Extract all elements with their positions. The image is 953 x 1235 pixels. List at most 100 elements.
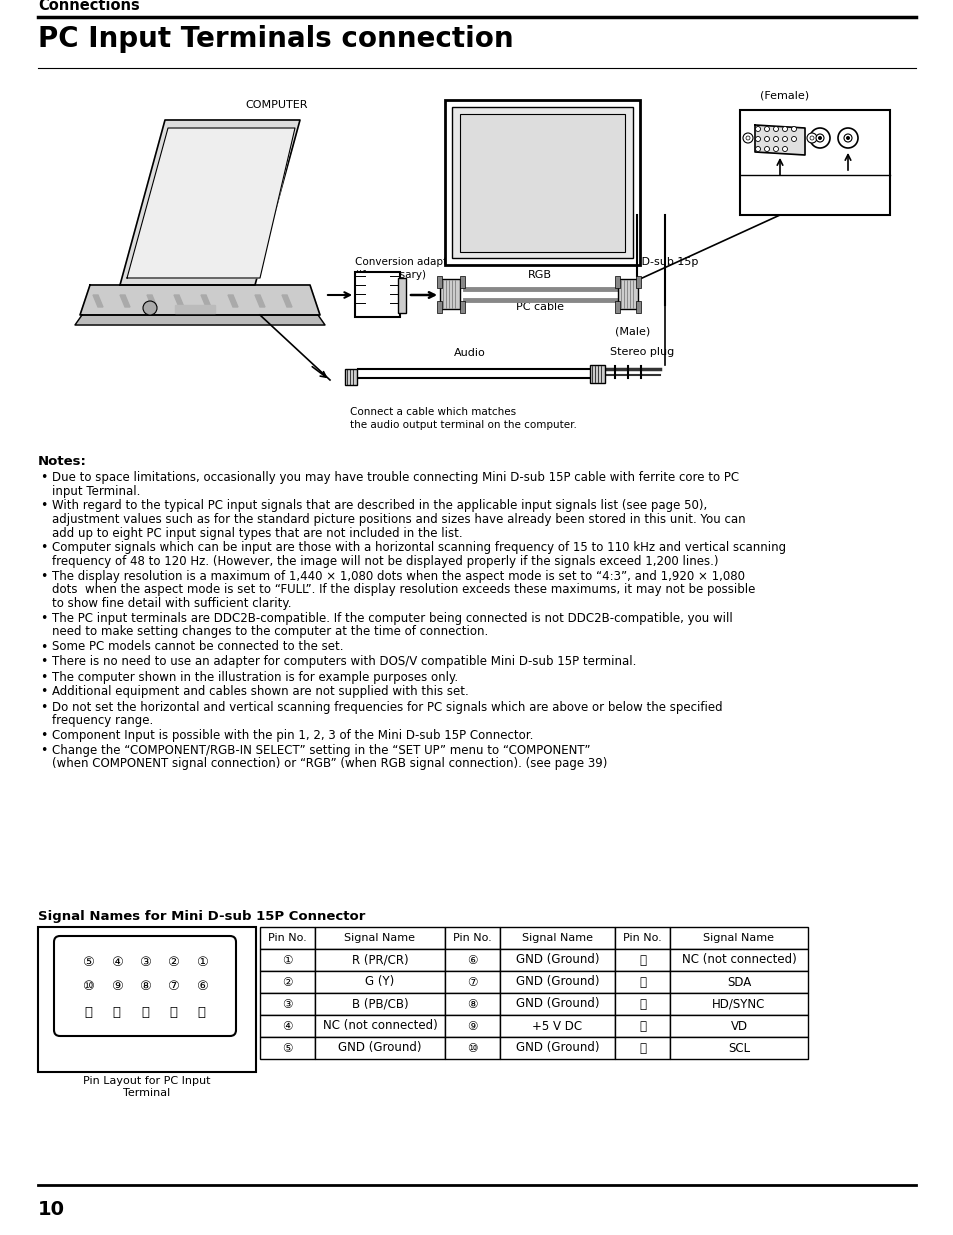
Text: 10: 10 bbox=[38, 1200, 65, 1219]
Text: dots  when the aspect mode is set to “FULL”. If the display resolution exceeds t: dots when the aspect mode is set to “FUL… bbox=[52, 583, 755, 597]
Circle shape bbox=[791, 137, 796, 142]
Bar bbox=[499, 927, 615, 948]
Polygon shape bbox=[120, 120, 299, 285]
Bar bbox=[314, 927, 444, 948]
Text: ③: ③ bbox=[139, 956, 151, 968]
Polygon shape bbox=[173, 295, 184, 308]
Polygon shape bbox=[147, 295, 157, 308]
Bar bbox=[260, 927, 314, 948]
Text: Stereo plug: Stereo plug bbox=[609, 347, 674, 357]
Text: ⑭: ⑭ bbox=[112, 1005, 120, 1019]
Bar bbox=[615, 275, 619, 288]
Text: Component Input is possible with the pin 1, 2, 3 of the Mini D-sub 15P Connector: Component Input is possible with the pin… bbox=[52, 729, 533, 742]
Text: +5 V DC: +5 V DC bbox=[532, 1020, 582, 1032]
Text: ⑪: ⑪ bbox=[197, 1005, 206, 1019]
Text: Pin No.: Pin No. bbox=[268, 932, 307, 944]
Bar bbox=[314, 1015, 444, 1037]
Text: Pin No.: Pin No. bbox=[622, 932, 661, 944]
Text: RGB: RGB bbox=[527, 270, 552, 280]
Bar bbox=[669, 948, 807, 971]
Text: ⑬: ⑬ bbox=[141, 1005, 149, 1019]
Text: PC Input Terminals connection: PC Input Terminals connection bbox=[38, 25, 513, 53]
Polygon shape bbox=[754, 125, 804, 156]
Text: (Male): (Male) bbox=[615, 327, 650, 337]
Circle shape bbox=[763, 147, 769, 152]
Text: ⑫: ⑫ bbox=[169, 1005, 177, 1019]
Text: (Female): (Female) bbox=[760, 90, 808, 100]
Bar bbox=[669, 971, 807, 993]
Text: •: • bbox=[40, 743, 48, 757]
Circle shape bbox=[837, 128, 857, 148]
Bar bbox=[589, 366, 604, 383]
Text: adjustment values such as for the standard picture positions and sizes have alre: adjustment values such as for the standa… bbox=[52, 513, 745, 526]
Text: •: • bbox=[40, 641, 48, 653]
Text: ⑩: ⑩ bbox=[467, 1041, 477, 1055]
Text: the audio output terminal on the computer.: the audio output terminal on the compute… bbox=[350, 420, 577, 430]
Bar bbox=[260, 971, 314, 993]
Text: Signal Names for Mini D-sub 15P Connector: Signal Names for Mini D-sub 15P Connecto… bbox=[38, 910, 365, 923]
Text: ⑤: ⑤ bbox=[282, 1041, 293, 1055]
Polygon shape bbox=[201, 295, 211, 308]
FancyBboxPatch shape bbox=[54, 936, 235, 1036]
Bar bbox=[444, 927, 499, 948]
Text: (when COMPONENT signal connection) or “RGB” (when RGB signal connection). (see p: (when COMPONENT signal connection) or “R… bbox=[52, 757, 607, 771]
Bar bbox=[260, 948, 314, 971]
Text: ③: ③ bbox=[282, 998, 293, 1010]
Text: ⑩: ⑩ bbox=[82, 981, 94, 993]
Text: Due to space limitations, occasionally you may have trouble connecting Mini D-su: Due to space limitations, occasionally y… bbox=[52, 471, 739, 484]
Text: The display resolution is a maximum of 1,440 × 1,080 dots when the aspect mode i: The display resolution is a maximum of 1… bbox=[52, 571, 744, 583]
Polygon shape bbox=[228, 295, 237, 308]
Text: ⑮: ⑮ bbox=[639, 1041, 645, 1055]
Text: With regard to the typical PC input signals that are described in the applicable: With regard to the typical PC input sign… bbox=[52, 499, 706, 513]
Bar bbox=[444, 1037, 499, 1058]
Text: NC (not connected): NC (not connected) bbox=[680, 953, 796, 967]
Text: ⑨: ⑨ bbox=[111, 981, 123, 993]
Circle shape bbox=[781, 137, 786, 142]
Text: AUDIO: AUDIO bbox=[835, 177, 860, 185]
Text: GND (Ground): GND (Ground) bbox=[516, 998, 598, 1010]
Circle shape bbox=[742, 133, 752, 143]
Text: •: • bbox=[40, 613, 48, 625]
Polygon shape bbox=[92, 295, 103, 308]
Circle shape bbox=[809, 136, 813, 140]
Bar bbox=[444, 993, 499, 1015]
Circle shape bbox=[773, 137, 778, 142]
Text: Pin Layout for PC Input
Terminal: Pin Layout for PC Input Terminal bbox=[83, 1076, 211, 1098]
Text: ⑧: ⑧ bbox=[139, 981, 151, 993]
Text: •: • bbox=[40, 729, 48, 742]
Circle shape bbox=[755, 126, 760, 131]
Text: ②: ② bbox=[167, 956, 179, 968]
Text: GND (Ground): GND (Ground) bbox=[516, 953, 598, 967]
Bar bbox=[618, 279, 638, 309]
Text: The computer shown in the illustration is for example purposes only.: The computer shown in the illustration i… bbox=[52, 671, 457, 683]
Text: ⑦: ⑦ bbox=[167, 981, 179, 993]
Text: Signal Name: Signal Name bbox=[702, 932, 774, 944]
Bar bbox=[260, 1015, 314, 1037]
Bar bbox=[314, 993, 444, 1015]
Text: ⑥: ⑥ bbox=[195, 981, 208, 993]
Text: Signal Name: Signal Name bbox=[344, 932, 416, 944]
Bar bbox=[38, 927, 255, 1072]
Text: input Terminal.: input Terminal. bbox=[52, 484, 140, 498]
Text: GND (Ground): GND (Ground) bbox=[338, 1041, 421, 1055]
Bar bbox=[499, 971, 615, 993]
Text: •: • bbox=[40, 499, 48, 513]
Bar bbox=[615, 1037, 669, 1058]
Circle shape bbox=[773, 126, 778, 131]
Text: ⑦: ⑦ bbox=[467, 976, 477, 988]
Text: Mini D-sub 15p: Mini D-sub 15p bbox=[615, 257, 698, 267]
Bar bbox=[669, 1037, 807, 1058]
Text: ④: ④ bbox=[282, 1020, 293, 1032]
Circle shape bbox=[843, 135, 851, 142]
Polygon shape bbox=[254, 295, 265, 308]
Bar bbox=[459, 301, 464, 312]
Circle shape bbox=[781, 126, 786, 131]
Bar bbox=[314, 948, 444, 971]
Circle shape bbox=[815, 135, 823, 142]
Polygon shape bbox=[80, 285, 319, 315]
Text: •: • bbox=[40, 571, 48, 583]
Text: frequency of 48 to 120 Hz. (However, the image will not be displayed properly if: frequency of 48 to 120 Hz. (However, the… bbox=[52, 555, 718, 568]
Bar bbox=[615, 301, 619, 312]
Polygon shape bbox=[120, 295, 130, 308]
Bar bbox=[459, 114, 624, 252]
